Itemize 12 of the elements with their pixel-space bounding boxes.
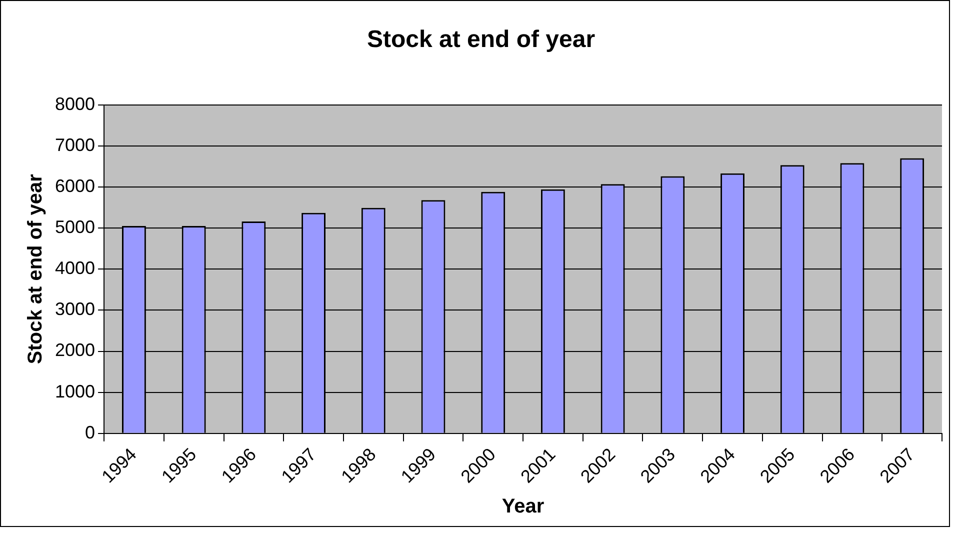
y-tick-label: 6000 xyxy=(54,176,96,196)
y-tick-label: 3000 xyxy=(54,299,96,320)
y-tick-label: 0 xyxy=(85,422,96,442)
y-tick-label: 4000 xyxy=(54,258,96,278)
x-axis-title: Year xyxy=(502,496,544,518)
chart-title: Stock at end of year xyxy=(366,26,596,54)
y-tick-label: 7000 xyxy=(54,134,96,155)
y-tick-label: 5000 xyxy=(54,217,96,237)
y-axis-title: Stock at end of year xyxy=(24,174,47,364)
y-tick-label: 1000 xyxy=(54,381,96,402)
y-tick-label: 2000 xyxy=(54,340,96,360)
y-tick-label: 8000 xyxy=(54,94,96,114)
